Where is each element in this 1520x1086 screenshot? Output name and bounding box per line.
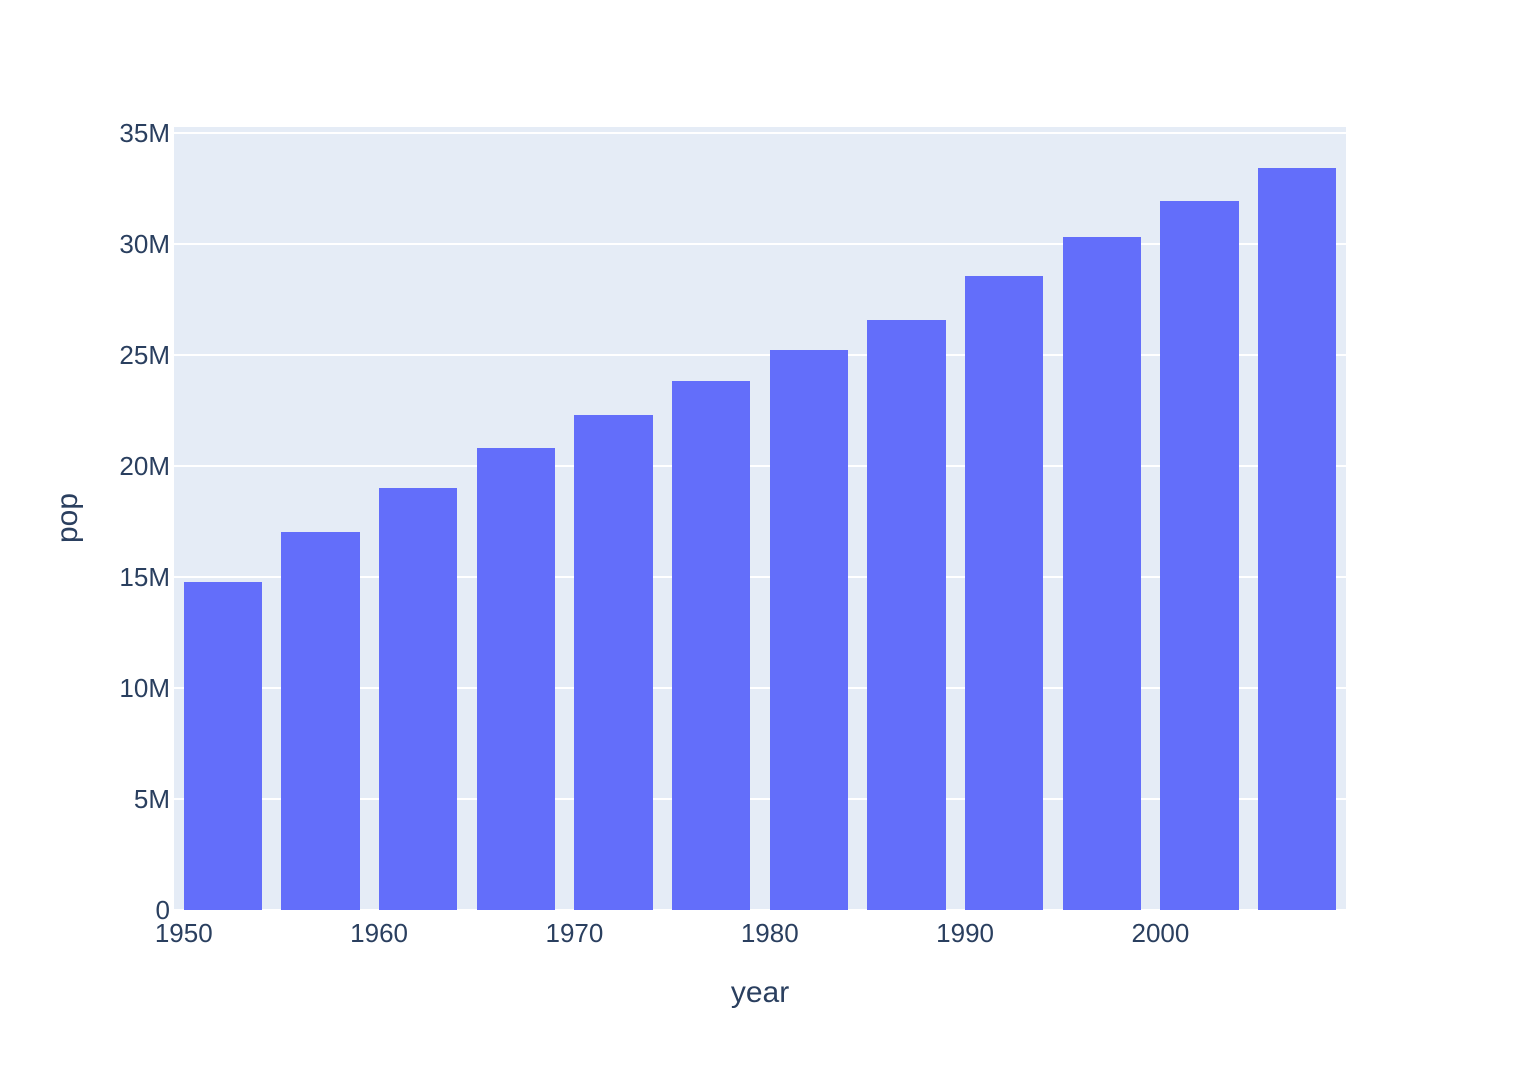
x-tick-label-1960: 1960 <box>350 918 409 948</box>
y-gridline-5M <box>174 797 1346 800</box>
bar-1997[interactable] <box>1062 236 1141 910</box>
x-tick-label-1980: 1980 <box>740 918 799 948</box>
y-tick-label-20M: 20M <box>119 450 170 481</box>
y-tick-label-0: 0 <box>155 895 170 925</box>
bar-1962[interactable] <box>379 488 458 910</box>
y-gridline-20M <box>174 464 1346 467</box>
y-gridline-10M <box>174 686 1346 689</box>
y-tick-label-35M: 35M <box>119 117 170 148</box>
y-tick-label-10M: 10M <box>119 672 170 703</box>
y-tick-label-5M: 5M <box>133 783 170 814</box>
bar-2007[interactable] <box>1258 168 1337 910</box>
y-tick-label-25M: 25M <box>119 339 170 370</box>
y-gridline-35M <box>174 131 1346 134</box>
y-gridline-30M <box>174 242 1346 245</box>
y-gridline-0 <box>174 909 1346 910</box>
bar-1982[interactable] <box>769 350 848 910</box>
y-axis-title: pop <box>51 492 84 544</box>
x-tick-label-1990: 1990 <box>936 918 995 948</box>
x-axis-title: year <box>730 976 790 1009</box>
x-tick-label-2000: 2000 <box>1131 918 1190 948</box>
x-tick-label-1950: 1950 <box>154 918 213 948</box>
y-gridline-15M <box>174 575 1346 578</box>
plot-area[interactable] <box>174 127 1346 910</box>
y-gridline-25M <box>174 353 1346 356</box>
bar-1977[interactable] <box>672 381 751 910</box>
bar-1992[interactable] <box>965 276 1044 910</box>
bar-1987[interactable] <box>867 320 946 910</box>
bar-1972[interactable] <box>574 415 653 910</box>
bar-1967[interactable] <box>476 447 555 910</box>
bar-2002[interactable] <box>1160 201 1239 910</box>
bar-1952[interactable] <box>183 581 262 910</box>
y-tick-label-30M: 30M <box>119 228 170 259</box>
x-tick-label-1970: 1970 <box>545 918 604 948</box>
bar-1957[interactable] <box>281 532 360 910</box>
y-tick-label-15M: 15M <box>119 561 170 592</box>
